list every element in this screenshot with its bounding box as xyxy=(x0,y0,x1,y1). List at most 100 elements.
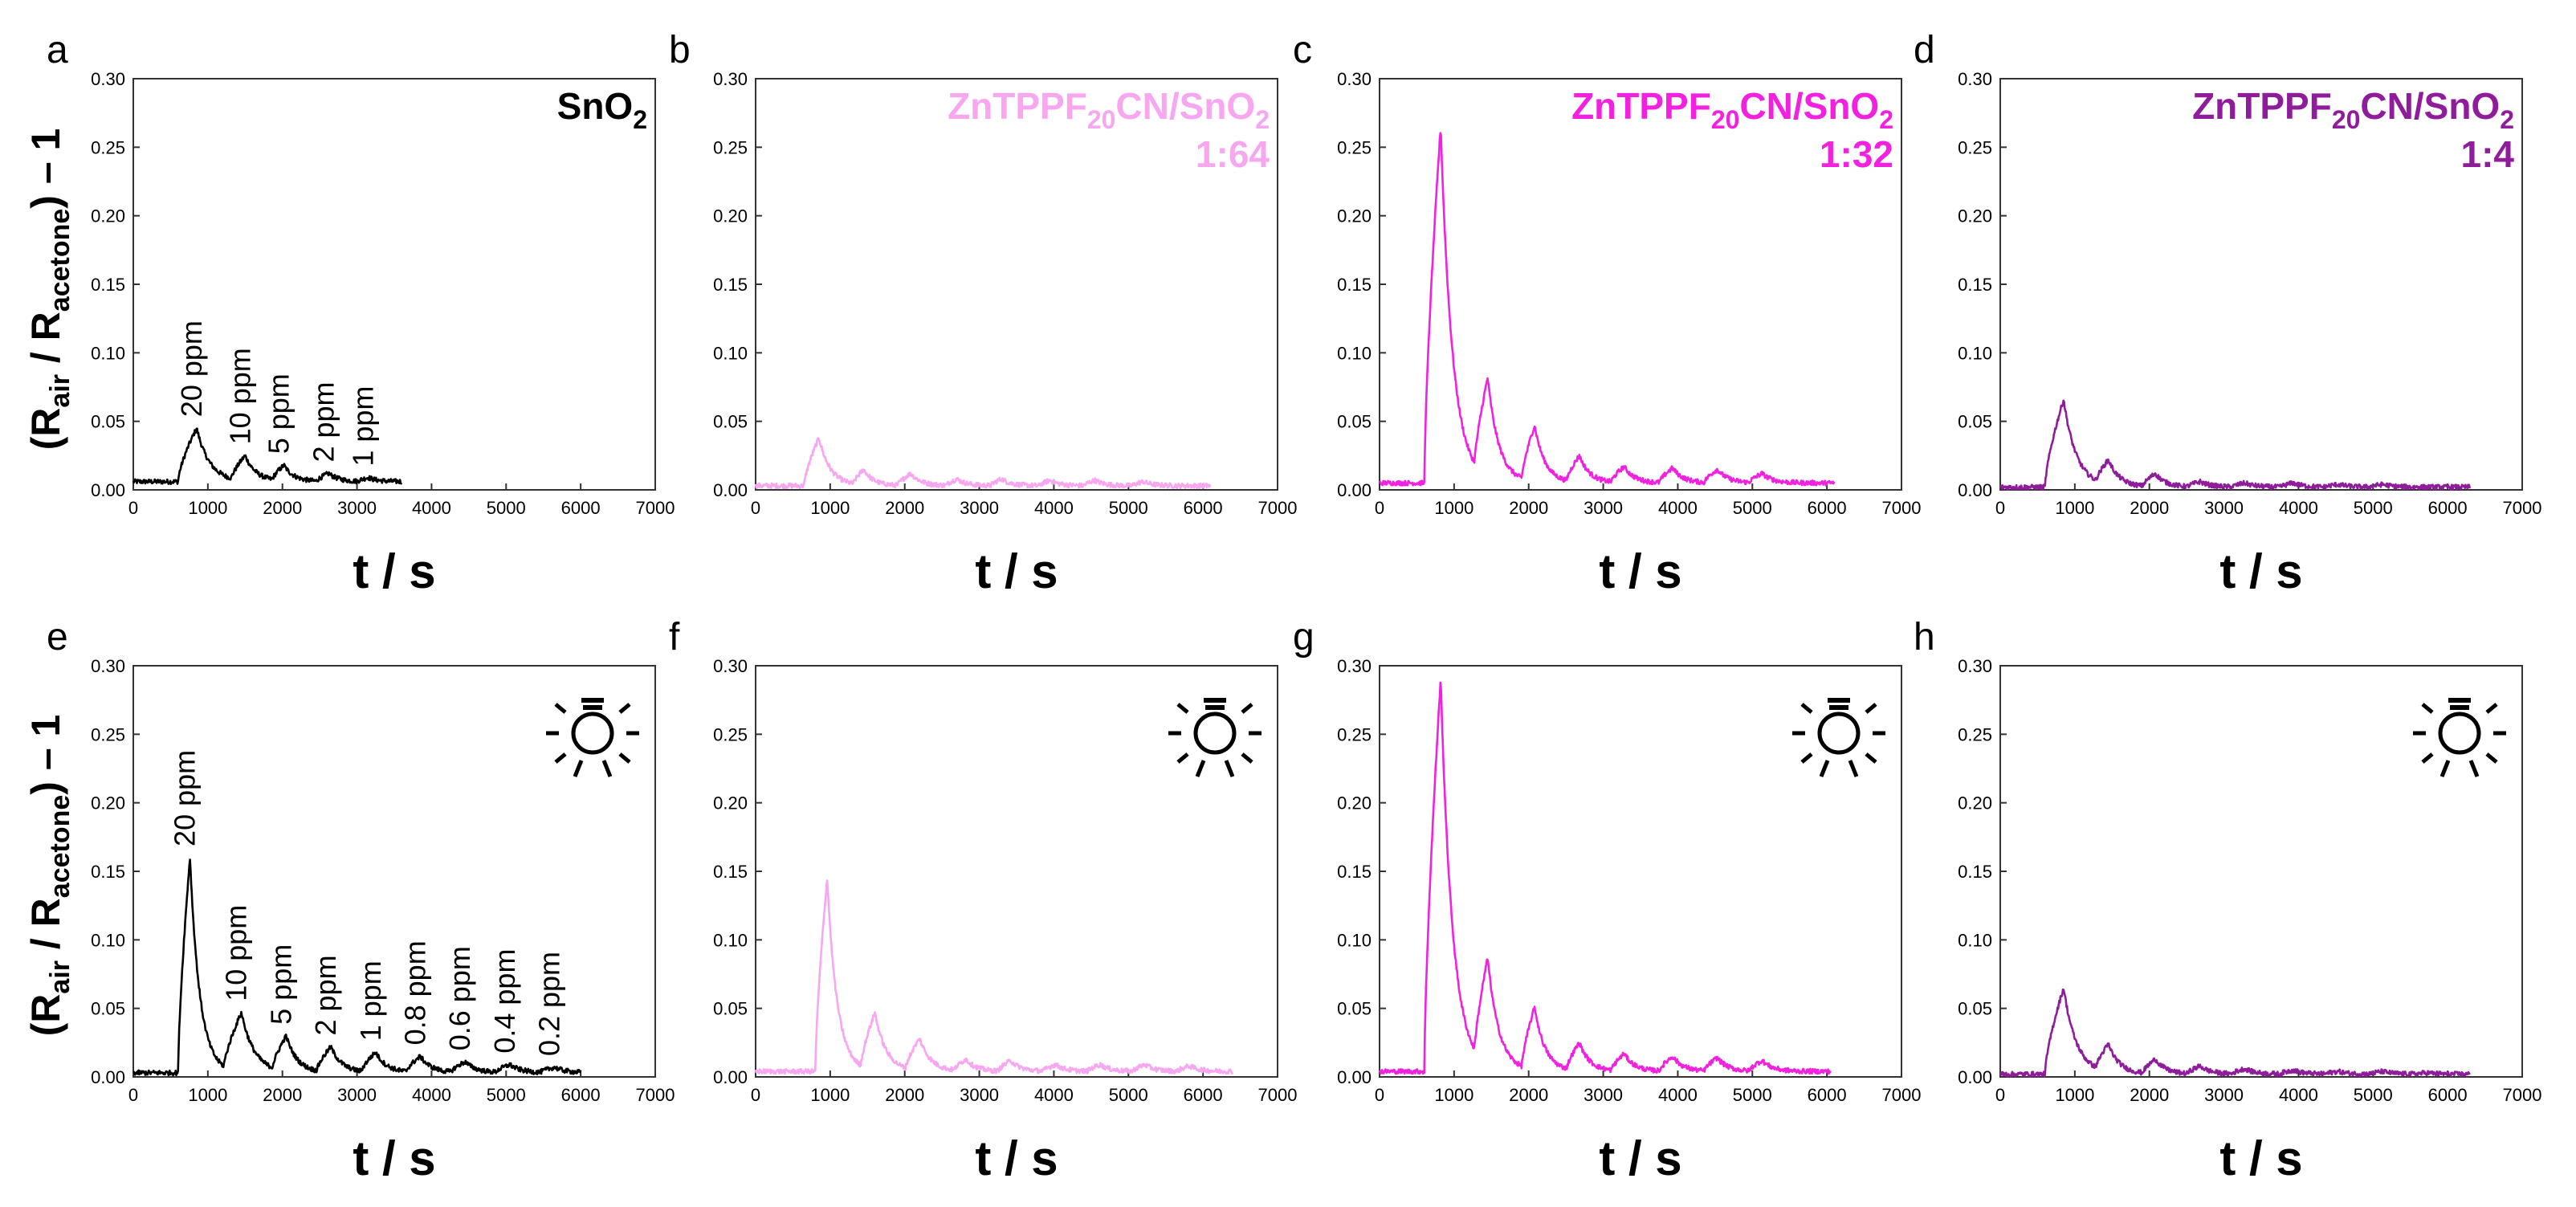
bulb-ray xyxy=(554,703,567,714)
peak-annotation: 5 ppm xyxy=(264,944,297,1025)
bulb-ray xyxy=(1176,752,1189,764)
series-line xyxy=(1999,399,2471,491)
peak-annotation: 0.4 ppm xyxy=(488,949,521,1054)
bulb-ray xyxy=(554,752,567,764)
x-tick-label: 5000 xyxy=(487,498,526,518)
x-tick-label: 6000 xyxy=(561,498,601,518)
y-tick-label: 0.10 xyxy=(1337,343,1372,363)
bulb-ray xyxy=(1865,752,1877,764)
peak-annotation: 2 ppm xyxy=(309,955,342,1035)
y-tick-label: 0.10 xyxy=(713,930,748,950)
bulb-base xyxy=(2448,698,2471,703)
x-tick-label: 2000 xyxy=(1509,1085,1548,1105)
x-tick-label: 3000 xyxy=(337,1085,377,1105)
y-tick-label: 0.25 xyxy=(1958,724,1992,744)
plot-frame xyxy=(1999,665,2523,1078)
x-axis-title: t / s xyxy=(975,544,1058,598)
x-tick-label: 0 xyxy=(128,1085,138,1105)
bulb-ray xyxy=(1241,752,1253,764)
y-tick-label: 0.05 xyxy=(91,412,125,432)
bulb-ray xyxy=(2421,752,2434,764)
panel-letter: f xyxy=(669,616,680,659)
plot-frame xyxy=(1379,665,1902,1078)
x-axis-title: t / s xyxy=(353,1132,435,1185)
x-axis-title: t / s xyxy=(2219,1132,2302,1185)
panel-e: 0 1000 2000 3000 4000 5000 6000 7000 0.00 0.05 0.1… xyxy=(47,616,675,1185)
x-tick-label: 2000 xyxy=(1509,498,1548,518)
x-tick-label: 7000 xyxy=(2503,1085,2542,1105)
y-tick-label: 0.25 xyxy=(91,724,125,744)
x-tick-label: 4000 xyxy=(1658,498,1698,518)
x-tick-label: 2000 xyxy=(263,1085,302,1105)
y-tick-label: 0.00 xyxy=(713,1067,748,1087)
bulb-glass xyxy=(2438,712,2481,755)
panel-f: 0 1000 2000 3000 4000 5000 6000 7000 0.00 0.05 0.1… xyxy=(669,616,1297,1185)
x-tick-label: 6000 xyxy=(2428,498,2468,518)
bulb-ray xyxy=(601,760,613,777)
x-tick-label: 2000 xyxy=(885,498,924,518)
peak-annotation: 20 ppm xyxy=(169,750,202,846)
x-tick-label: 0 xyxy=(751,498,760,518)
y-tick-label: 0.00 xyxy=(1958,1067,1992,1087)
x-tick-label: 1000 xyxy=(810,498,850,518)
y-tick-label: 0.30 xyxy=(1337,656,1372,676)
y-tick-label: 0.05 xyxy=(1337,412,1372,432)
y-tick-label: 0.30 xyxy=(91,656,125,676)
x-tick-label: 4000 xyxy=(412,498,451,518)
bulb-ray xyxy=(1865,703,1877,714)
x-tick-label: 1000 xyxy=(188,1085,227,1105)
x-tick-label: 6000 xyxy=(1184,498,1223,518)
y-tick-label: 0.15 xyxy=(1337,275,1372,295)
series-line xyxy=(132,858,582,1077)
peak-annotation: 10 ppm xyxy=(223,348,256,444)
bulb-ray xyxy=(1800,703,1813,714)
y-tick-label: 0.10 xyxy=(1958,343,1992,363)
panel-letter: h xyxy=(1914,616,1935,659)
peak-annotation: 1 ppm xyxy=(354,960,387,1041)
series-line xyxy=(1999,988,2471,1078)
bulb-glass xyxy=(1817,712,1861,755)
x-tick-label: 5000 xyxy=(1733,498,1772,518)
x-axis-title: t / s xyxy=(1599,544,1681,598)
x-tick-label: 4000 xyxy=(2279,498,2318,518)
x-tick-label: 0 xyxy=(1995,1085,2005,1105)
x-tick-label: 5000 xyxy=(487,1085,526,1105)
bulb-ray xyxy=(2421,703,2434,714)
panel-b: 0 1000 2000 3000 4000 5000 6000 7000 0.00 0.05 0.1… xyxy=(669,29,1297,598)
bulb-ray xyxy=(1848,760,1859,777)
x-tick-label: 7000 xyxy=(1258,1085,1298,1105)
y-tick-label: 0.30 xyxy=(713,656,748,676)
bulb-ray xyxy=(2485,703,2498,714)
series-line xyxy=(1378,681,1832,1075)
bulb-base xyxy=(1204,698,1226,703)
bulb-base xyxy=(1828,698,1850,703)
panel-d: 0 1000 2000 3000 4000 5000 6000 7000 0.00 0.05 0.1… xyxy=(1914,29,2541,598)
y-tick-label: 0.15 xyxy=(91,275,125,295)
light-bulb-icon xyxy=(2413,698,2506,777)
y-tick-label: 0.20 xyxy=(713,206,748,226)
y-axis-title-top: (Rair / Racetone) – 1 xyxy=(23,128,75,451)
x-tick-label: 0 xyxy=(751,1085,760,1105)
panel-title: ZnTPPF20CN/SnO2 xyxy=(948,85,1270,134)
y-tick-label: 0.25 xyxy=(713,137,748,157)
bulb-base xyxy=(583,705,602,710)
plot-frame xyxy=(132,665,656,1078)
x-tick-label: 2000 xyxy=(2130,1085,2169,1105)
x-axis-title: t / s xyxy=(2219,544,2302,598)
y-tick-label: 0.00 xyxy=(1958,480,1992,500)
light-bulb-icon xyxy=(546,698,639,777)
series-line xyxy=(132,427,402,486)
x-tick-label: 6000 xyxy=(1808,498,1847,518)
x-axis-title: t / s xyxy=(353,544,435,598)
x-tick-label: 1000 xyxy=(188,498,227,518)
x-tick-label: 7000 xyxy=(1882,498,1922,518)
peak-annotation: 2 ppm xyxy=(307,381,340,462)
x-tick-label: 7000 xyxy=(636,498,675,518)
panel-a: 0 1000 2000 3000 4000 5000 6000 7000 0.00 0.05 0.1… xyxy=(47,29,675,598)
x-tick-label: 4000 xyxy=(1658,1085,1698,1105)
y-tick-label: 0.10 xyxy=(91,930,125,950)
series-line xyxy=(754,879,1234,1075)
y-tick-label: 0.30 xyxy=(91,69,125,89)
bulb-glass xyxy=(1193,712,1237,755)
x-tick-label: 0 xyxy=(1375,1085,1384,1105)
